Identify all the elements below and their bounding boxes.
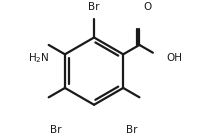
Text: Br: Br bbox=[49, 125, 61, 136]
Text: Br: Br bbox=[126, 125, 137, 136]
Text: H$_2$N: H$_2$N bbox=[28, 51, 49, 65]
Text: OH: OH bbox=[166, 53, 183, 63]
Text: O: O bbox=[143, 2, 151, 12]
Text: Br: Br bbox=[88, 2, 100, 12]
